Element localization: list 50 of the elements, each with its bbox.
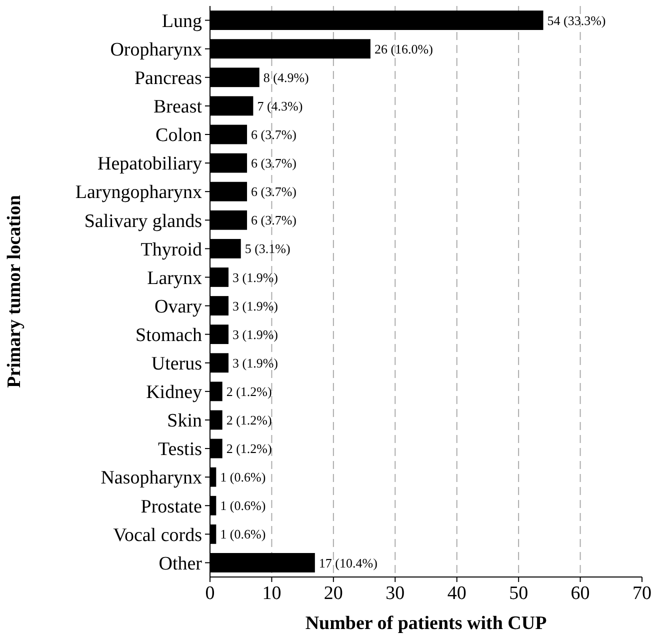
x-tick-label: 60 [570,583,590,604]
x-tick-label: 70 [632,583,652,604]
x-axis-title: Number of patients with CUP [305,613,548,634]
data-label: 5 (3.1%) [244,241,290,256]
data-label: 3 (1.9%) [232,270,278,285]
y-tick-label: Thyroid [140,239,202,260]
x-tick-label: 40 [447,583,466,604]
y-tick-label: Lung [162,10,202,32]
data-label: 54 (33.3%) [547,12,606,28]
data-label: 6 (3.7%) [251,212,297,228]
y-tick-label: Stomach [136,324,202,346]
y-axis-title: Primary tumor location [4,194,25,388]
data-label: 17 (10.4%) [318,555,378,570]
y-tick-label: Pancreas [134,68,202,90]
x-tick-label: 20 [324,583,343,604]
x-tick-label: 10 [262,583,282,604]
data-label: 26 (16.0%) [374,41,433,56]
y-tick-label: Breast [153,96,203,118]
y-tick-label: Salivary glands [84,210,202,232]
y-tick-label: Oropharynx [110,39,202,60]
data-label: 6 (3.7%) [251,184,297,200]
y-tick-label: Larynx [147,268,202,289]
x-tick-label: 0 [205,583,215,604]
y-tick-label: Testis [158,439,202,460]
data-label: 8 (4.9%) [263,70,309,85]
y-tick-label: Hepatobiliary [98,154,202,175]
x-tick-label: 30 [386,583,405,604]
y-tick-label: Vocal cords [113,524,202,546]
data-label: 2 (1.2%) [226,412,272,428]
y-tick-label: Kidney [146,382,202,404]
y-tick-label: Uterus [151,354,202,375]
data-label: 1 (0.6%) [220,526,266,542]
data-label: 6 (3.7%) [251,127,297,142]
data-label: 1 (0.6%) [220,470,266,485]
y-tick-label: Laryngopharynx [75,182,202,204]
y-tick-label: Nasopharynx [100,468,202,489]
data-label: 7 (4.3%) [257,98,303,114]
y-tick-label: Skin [167,410,202,432]
data-label: 3 (1.9%) [232,355,278,370]
x-tick-label: 50 [509,583,528,604]
data-label: 3 (1.9%) [232,326,278,342]
data-label: 1 (0.6%) [220,498,266,514]
data-label: 2 (1.2%) [226,441,272,456]
y-tick-label: Prostate [140,496,202,518]
data-label: 2 (1.2%) [226,384,272,399]
data-label: 3 (1.9%) [232,298,278,314]
data-label: 6 (3.7%) [251,156,297,171]
y-tick-label: Colon [156,125,202,146]
y-tick-label: Other [158,553,203,574]
y-tick-label: Ovary [154,296,202,318]
